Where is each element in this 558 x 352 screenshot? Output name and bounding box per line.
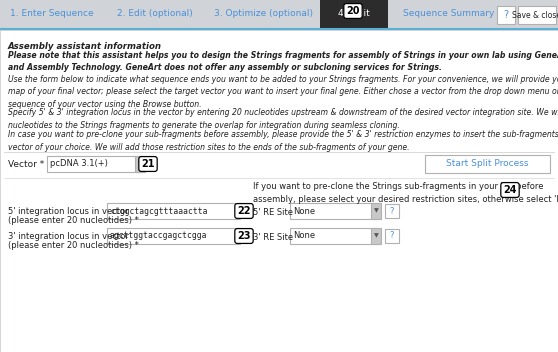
Text: (please enter 20 nucleotides) *: (please enter 20 nucleotides) * — [8, 216, 139, 225]
Text: agcttggtaccgagctcgga: agcttggtaccgagctcgga — [110, 232, 208, 240]
Text: If you want to pre-clone the Strings sub-fragments in your lab before
assembly, : If you want to pre-clone the Strings sub… — [253, 182, 558, 204]
Text: None: None — [293, 232, 315, 240]
Text: 21: 21 — [141, 159, 155, 169]
Bar — [425, 155, 550, 173]
Text: 23: 23 — [237, 231, 251, 241]
Text: Assembly assistant information: Assembly assistant information — [8, 42, 162, 51]
Text: Vector *: Vector * — [8, 160, 44, 169]
Bar — [107, 228, 240, 244]
Text: Please note that this assistant helps you to design the Strings fragments for as: Please note that this assistant helps yo… — [8, 51, 558, 73]
Text: 5' RE Site: 5' RE Site — [253, 208, 293, 217]
Text: ?: ? — [503, 10, 508, 20]
Text: 3' RE Site: 3' RE Site — [253, 233, 293, 242]
Text: ?: ? — [389, 207, 395, 215]
Bar — [290, 203, 378, 219]
Bar — [290, 228, 378, 244]
Text: 3' integration locus in vector: 3' integration locus in vector — [8, 232, 129, 241]
Text: 20: 20 — [347, 6, 360, 16]
Bar — [135, 156, 145, 172]
Bar — [320, 0, 388, 28]
Bar — [0, 0, 558, 28]
Bar — [385, 204, 399, 218]
Text: (please enter 20 nucleotides) *: (please enter 20 nucleotides) * — [8, 241, 139, 250]
Text: ▼: ▼ — [374, 233, 378, 239]
Text: 1. Enter Sequence: 1. Enter Sequence — [9, 10, 93, 19]
Text: ?: ? — [389, 232, 395, 240]
Text: Sequence Summary: Sequence Summary — [403, 10, 495, 19]
Bar — [47, 156, 142, 172]
Bar — [518, 6, 556, 24]
Bar — [385, 229, 399, 243]
Text: None: None — [293, 207, 315, 215]
Text: Start Split Process: Start Split Process — [446, 159, 529, 169]
Text: pcDNA 3.1(+): pcDNA 3.1(+) — [50, 159, 108, 169]
Text: 22: 22 — [237, 206, 251, 216]
Text: 3. Optimize (optional): 3. Optimize (optional) — [214, 10, 312, 19]
Text: ▼: ▼ — [374, 208, 378, 214]
Bar — [107, 203, 240, 219]
Bar — [371, 203, 381, 219]
Text: In case you want to pre-clone your sub-fragments before assembly, please provide: In case you want to pre-clone your sub-f… — [8, 130, 558, 151]
Text: 24: 24 — [503, 185, 517, 195]
Text: 5' integration locus in vector: 5' integration locus in vector — [8, 207, 129, 216]
Bar — [497, 6, 515, 24]
Text: 2. Edit (optional): 2. Edit (optional) — [117, 10, 193, 19]
Bar — [371, 228, 381, 244]
Text: ▼: ▼ — [138, 162, 142, 166]
Text: Use the form below to indicate what sequence ends you want to be added to your S: Use the form below to indicate what sequ… — [8, 75, 558, 109]
Text: 4. Split: 4. Split — [338, 10, 370, 19]
Text: ctggctagcgtttaaactta: ctggctagcgtttaaactta — [110, 207, 208, 215]
Text: Save & close: Save & close — [512, 11, 558, 19]
Text: Specify 5' & 3' integration locus in the vector by entering 20 nucleotides upstr: Specify 5' & 3' integration locus in the… — [8, 108, 558, 130]
